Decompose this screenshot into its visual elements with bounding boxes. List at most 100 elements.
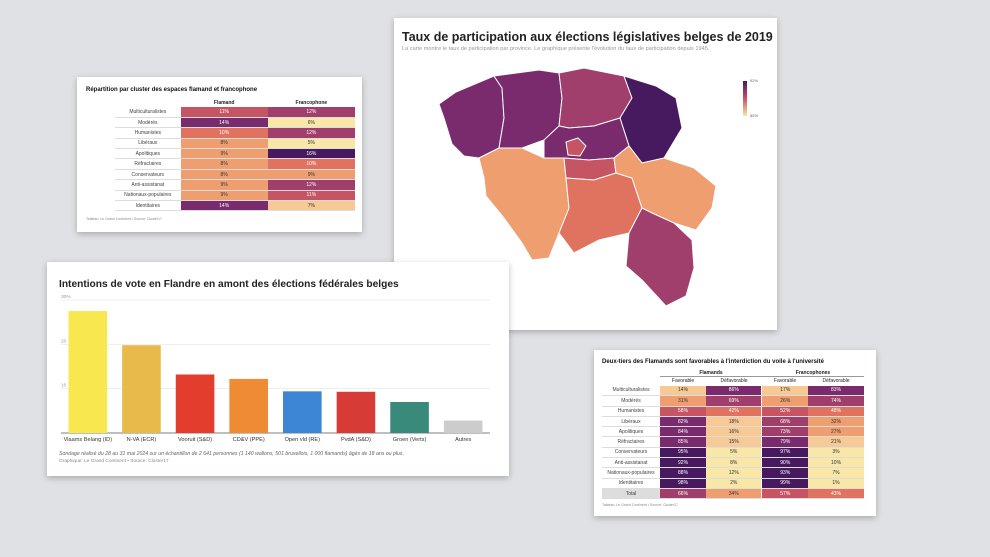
participation-map-card: Taux de participation aux élections légi… (394, 18, 777, 330)
heat-cell: 52% (761, 406, 809, 417)
bar (229, 378, 268, 433)
heat-cell: 16% (706, 426, 762, 438)
row-label: Nationaux-populaires (602, 467, 660, 479)
veil-group-row: Flamands Francophones (602, 370, 864, 377)
heat-cell: 21% (808, 436, 864, 448)
heat-cell: 31% (660, 395, 707, 407)
heat-cell: 8% (180, 158, 268, 170)
heat-cell: 79% (761, 436, 809, 448)
row-label: Identitaires (602, 478, 660, 489)
map-legend-gradient (743, 81, 747, 116)
table-row: Anti-assistanat 92% 8% 90% 10% (602, 457, 864, 469)
heat-cell: 93% (761, 467, 809, 479)
heat-cell: 26% (761, 395, 809, 407)
table-row: Humanistes 58% 42% 52% 48% (602, 406, 864, 417)
region-brussels (565, 137, 587, 157)
col-header: Favorable (671, 378, 695, 385)
heat-cell: 74% (808, 395, 864, 407)
row-label: Conservateurs (602, 447, 660, 459)
heat-cell: 12% (267, 179, 355, 191)
bar-chart-source: Graphique: Le Grand Continent • Source: … (59, 459, 169, 464)
bar (336, 391, 376, 433)
heat-cell: 9% (180, 190, 268, 202)
veil-table-title: Deux-tiers des Flamands sont favorables … (602, 359, 824, 365)
heat-cell: 83% (808, 385, 864, 397)
heat-cell: 17% (761, 385, 809, 397)
heat-cell: 73% (761, 426, 809, 438)
group-header-flamands: Flamands (660, 370, 762, 377)
province-luxembourg (625, 207, 695, 307)
map-title: Taux de participation aux élections légi… (402, 30, 773, 44)
heat-cell: 6% (267, 117, 355, 129)
row-label: Anti-assistanat (602, 457, 660, 469)
heat-cell: 5% (267, 138, 355, 150)
table-row: Nationaux-populaires 88% 12% 93% 7% (602, 467, 864, 479)
heat-cell: 43% (808, 488, 864, 500)
heat-cell: 57% (761, 488, 809, 500)
row-label: Multiculturalistes (602, 385, 660, 397)
row-label: Apolitiques (115, 148, 181, 160)
heat-cell: 9% (267, 169, 355, 181)
table-row: Multiculturalistes 11% 12% (115, 107, 355, 118)
heat-cell: 58% (660, 406, 707, 417)
bar-chart-note: Sondage réalisé du 28 au 31 mai 2024 sur… (59, 451, 404, 457)
map-subtitle: La carte montre le taux de participation… (402, 46, 710, 52)
bar (122, 345, 161, 433)
table-row: Humanistes 10% 12% (115, 127, 355, 139)
table-row: Total 66% 34% 57% 43% (602, 488, 864, 500)
heat-cell: 12% (267, 107, 355, 118)
heat-cell: 82% (660, 416, 707, 428)
bar (443, 420, 483, 433)
table-row: Anti-assistanat 9% 12% (115, 179, 355, 191)
heat-cell: 2% (706, 478, 762, 489)
row-label: Conservateurs (115, 169, 181, 181)
heat-cell: 18% (706, 416, 762, 428)
province-liege (613, 145, 717, 231)
heat-cell: 48% (808, 406, 864, 417)
heat-cell: 32% (808, 416, 864, 428)
heat-cell: 90% (761, 457, 809, 469)
cluster-table-source: Tableau: Le Grand Continent • Source: Cl… (86, 217, 162, 221)
heat-cell: 10% (808, 457, 864, 469)
heat-cell: 34% (706, 488, 762, 500)
table-row: Réfractaires 85% 15% 79% 21% (602, 436, 864, 448)
heat-cell: 14% (180, 200, 268, 212)
heat-cell: 98% (660, 478, 707, 489)
heat-cell: 9% (180, 148, 268, 160)
table-row: Modérés 14% 6% (115, 117, 355, 129)
heat-cell: 66% (660, 488, 707, 500)
table-row: Nationaux-populaires 9% 11% (115, 190, 355, 202)
cluster-header-row: Flamand Francophone (115, 98, 355, 107)
table-row: Identitaires 98% 2% 99% 1% (602, 478, 864, 489)
heat-cell: 85% (660, 436, 707, 448)
col-header: Favorable (773, 378, 797, 385)
heat-cell: 42% (706, 406, 762, 417)
table-row: Libéraux 82% 18% 68% 32% (602, 416, 864, 428)
x-tick-label: Vooruit (S&D) (178, 437, 212, 443)
heat-cell: 7% (267, 200, 355, 212)
x-tick-label: Open vld (RE) (285, 437, 321, 443)
x-tick-label: CD&V (PPE) (233, 437, 265, 443)
y-tick-label: 10 (61, 383, 67, 389)
heat-cell: 27% (808, 426, 864, 438)
row-label: Réfractaires (602, 436, 660, 448)
row-label: Libéraux (115, 138, 181, 150)
bar (283, 391, 322, 433)
col-header: Francophone (295, 99, 328, 106)
bar (175, 374, 215, 433)
col-header: Défavorable (720, 378, 748, 385)
veil-ban-card: Deux-tiers des Flamands sont favorables … (594, 350, 876, 516)
heat-cell: 9% (180, 179, 268, 191)
heat-cell: 3% (808, 447, 864, 459)
heat-cell: 10% (180, 127, 268, 139)
map-legend-max: 92% (750, 78, 758, 83)
heat-cell: 8% (180, 138, 268, 150)
heat-cell: 99% (761, 478, 809, 489)
bar-chart-title: Intentions de vote en Flandre en amont d… (59, 279, 399, 290)
heat-cell: 15% (706, 436, 762, 448)
heat-cell: 1% (808, 478, 864, 489)
x-tick-label: N-VA (ECR) (127, 437, 157, 443)
col-header: Flamand (213, 99, 235, 106)
heat-cell: 68% (761, 416, 809, 428)
heat-cell: 86% (706, 385, 762, 397)
